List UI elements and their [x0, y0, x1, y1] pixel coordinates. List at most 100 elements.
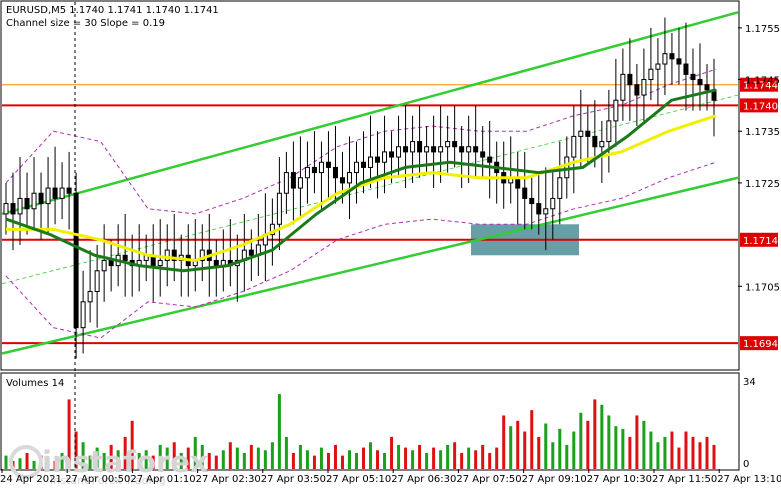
candle-body	[213, 259, 219, 267]
x-tick-label: 27 Apr 02:30	[196, 474, 261, 485]
volume-bar	[579, 412, 583, 469]
candle-body	[480, 151, 486, 158]
volume-scale-top: 34	[743, 377, 756, 388]
x-tick-label: 27 Apr 03:50	[261, 474, 326, 485]
candle-body	[318, 161, 324, 174]
volume-bar	[123, 436, 127, 469]
volume-bar	[453, 442, 457, 469]
candle-body	[283, 172, 289, 194]
volume-bar	[467, 447, 471, 469]
volume-bar	[151, 455, 155, 469]
volume-bar	[649, 431, 653, 469]
volume-bar	[488, 452, 492, 469]
volume-bar	[130, 420, 134, 469]
chart-title: EURUSD,M5 1.1740 1.1741 1.1740 1.1741	[6, 5, 219, 16]
volume-bar	[263, 450, 267, 469]
candle-body	[557, 177, 563, 199]
candle-body	[431, 146, 437, 153]
volume-bar	[404, 447, 408, 469]
candle-body	[529, 197, 535, 205]
candle-body	[87, 290, 93, 303]
level-price-tag	[740, 232, 778, 247]
volume-bar	[516, 420, 520, 469]
volume-bar	[102, 452, 106, 469]
candle-body	[311, 166, 317, 174]
x-tick-label: 27 Apr 01:10	[130, 474, 195, 485]
channel-info: Channel size = 30 Slope = 0.19	[6, 18, 165, 29]
current-price-tag	[740, 77, 778, 92]
candle-body	[157, 259, 163, 267]
volume-bar	[593, 399, 597, 469]
volume-bar	[551, 442, 555, 469]
volume-bar	[670, 431, 674, 469]
candle-body	[669, 53, 675, 60]
volume-bar	[460, 452, 464, 469]
volume-bar	[621, 428, 625, 469]
candle-body	[94, 270, 100, 292]
candle-body	[522, 187, 528, 199]
candle-body	[199, 249, 205, 261]
volume-bar	[312, 455, 316, 469]
volume-bar	[4, 455, 8, 469]
channel-lower-line	[1, 176, 739, 355]
volume-bar	[25, 452, 29, 469]
candle-body	[452, 141, 458, 148]
volume-bar	[586, 420, 590, 469]
candle-body	[571, 135, 577, 158]
volume-bar	[186, 447, 190, 469]
volume-bar	[228, 442, 232, 469]
channel-middle-line	[1, 94, 739, 285]
candle-body	[389, 151, 395, 158]
candle-body	[536, 203, 542, 215]
y-tick-label: 1.1735	[745, 127, 780, 138]
volume-bar	[509, 426, 513, 469]
volume-bar	[712, 444, 716, 469]
y-tick-label: 1.1725	[745, 179, 780, 190]
volume-bar	[691, 436, 695, 469]
volume-label: Volumes 14	[6, 378, 64, 389]
volume-bar	[333, 444, 337, 469]
main-plot-area	[0, 0, 740, 371]
candle-body	[697, 79, 703, 86]
volume-bar	[530, 410, 534, 469]
volume-bar	[572, 431, 576, 469]
volume-bar	[207, 452, 211, 469]
envelope-upper	[5, 68, 717, 215]
watermark-tagline: Instant Forex Trading	[50, 474, 166, 487]
volume-bar	[677, 447, 681, 469]
candle-body	[578, 130, 584, 137]
volume-bar	[284, 436, 288, 469]
channel-upper-line	[1, 11, 739, 216]
volume-bar	[319, 447, 323, 469]
candle-body	[3, 203, 9, 215]
volume-bar	[481, 444, 485, 469]
volume-bar	[705, 436, 709, 469]
volume-bar	[565, 444, 569, 469]
volume-bar	[242, 452, 246, 469]
candle-body	[361, 161, 367, 168]
candle-body	[606, 120, 612, 143]
volume-bar	[600, 404, 604, 469]
candle-body	[10, 203, 16, 215]
candle-body	[599, 141, 605, 148]
volume-bar	[607, 415, 611, 469]
candle-body	[592, 135, 598, 148]
candle-body	[585, 130, 591, 137]
volume-bar	[60, 452, 64, 469]
candle-body	[122, 254, 128, 261]
candle-body	[24, 197, 30, 210]
volume-bar	[277, 394, 281, 469]
volume-bar	[347, 450, 351, 469]
volume-bar	[698, 442, 702, 469]
candle-body	[704, 84, 710, 91]
candle-body	[269, 223, 275, 236]
candle-body	[382, 151, 388, 163]
candle-body	[332, 166, 338, 179]
candle-body	[375, 156, 381, 163]
volume-bar	[214, 455, 218, 469]
candle-body	[403, 146, 409, 153]
volume-bar	[411, 450, 415, 469]
candle-body	[38, 192, 44, 205]
current-price-label: 1.1744	[743, 81, 778, 92]
volume-bar	[340, 455, 344, 469]
